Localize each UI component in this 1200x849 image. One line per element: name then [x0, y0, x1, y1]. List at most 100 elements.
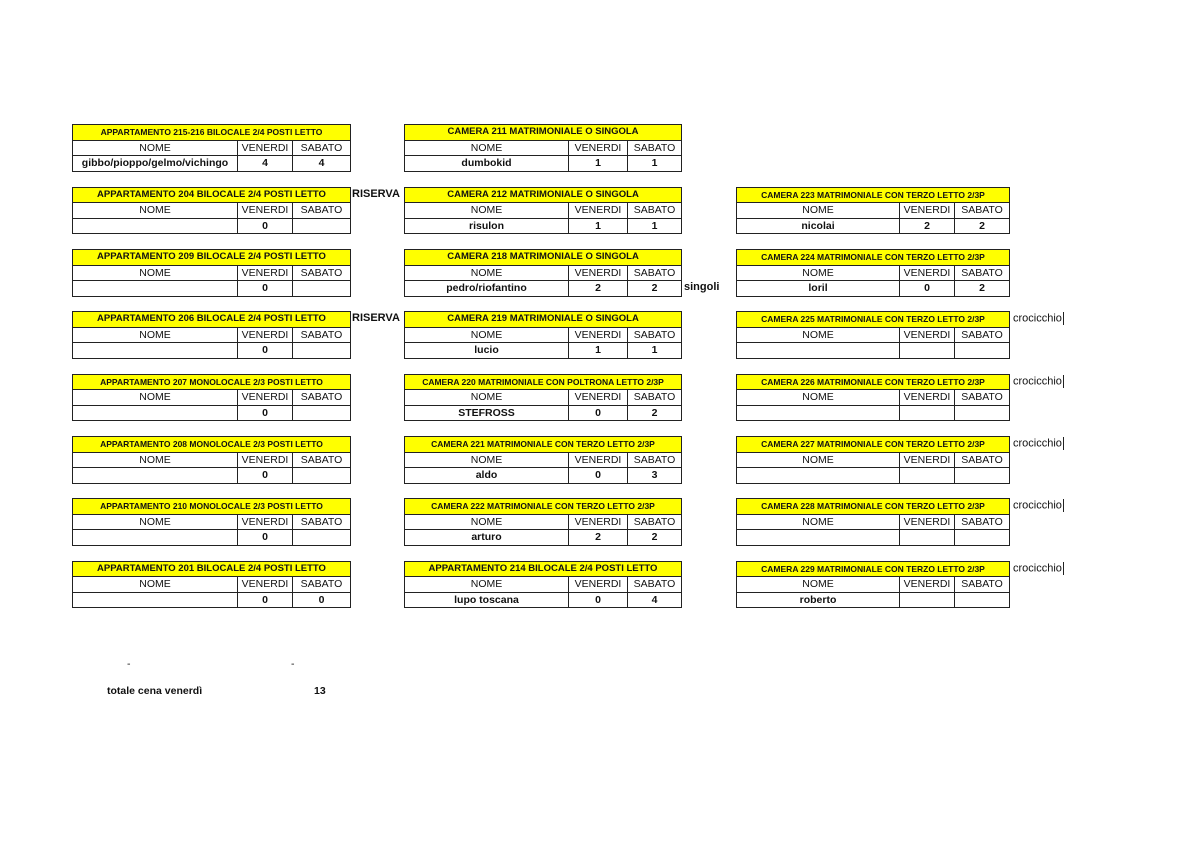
cell-sabato[interactable]: 1 — [626, 342, 683, 359]
room-table: CAMERA 222 MATRIMONIALE CON TERZO LETTO … — [403, 498, 683, 546]
column-header-row: NOME VENERDI SABATO — [404, 202, 683, 219]
cell-sabato[interactable]: 2 — [626, 529, 683, 546]
cell-venerdi[interactable]: 0 — [568, 591, 628, 608]
room-table: CAMERA 223 MATRIMONIALE CON TERZO LETTO … — [735, 186, 1011, 235]
cell-venerdi[interactable]: 1 — [568, 217, 628, 234]
cell-venerdi[interactable]: 1 — [568, 155, 628, 172]
cell-sabato[interactable] — [291, 529, 352, 546]
cell-sabato[interactable]: 4 — [292, 155, 351, 172]
room-note-text: crocicchio — [1013, 561, 1062, 574]
room-table: CAMERA 229 MATRIMONIALE CON TERZO LETTO … — [735, 560, 1011, 609]
cell-nome[interactable] — [736, 529, 900, 546]
cell-nome[interactable]: STEFROSS — [404, 404, 569, 421]
cell-sabato[interactable] — [291, 467, 352, 484]
cell-venerdi[interactable] — [899, 404, 955, 421]
header-sabato: SABATO — [626, 264, 683, 281]
cell-nome[interactable] — [736, 404, 900, 421]
cell-venerdi[interactable]: 0 — [237, 529, 293, 546]
cell-sabato[interactable]: 3 — [626, 467, 683, 484]
booking-row: gibbo/pioppo/gelmo/vichingo 4 4 — [72, 155, 351, 172]
room-note: crocicchio — [1013, 499, 1064, 512]
cell-nome[interactable] — [72, 467, 238, 484]
cell-nome[interactable]: aldo — [404, 467, 569, 484]
cell-border-mark — [1062, 437, 1064, 450]
cell-nome[interactable] — [72, 404, 238, 421]
cell-nome[interactable] — [72, 591, 238, 608]
cell-venerdi[interactable]: 2 — [899, 217, 955, 234]
room-title-row: APPARTAMENTO 209 BILOCALE 2/4 POSTI LETT… — [72, 249, 351, 266]
cell-venerdi[interactable]: 1 — [568, 342, 628, 359]
column-header-row: NOME VENERDI SABATO — [72, 576, 351, 593]
cell-nome[interactable] — [72, 217, 238, 234]
header-nome: NOME — [736, 389, 900, 406]
booking-row: nicolai 2 2 — [736, 217, 1011, 234]
cell-nome[interactable]: arturo — [404, 529, 569, 546]
cell-venerdi[interactable]: 0 — [237, 591, 293, 608]
cell-sabato[interactable] — [291, 404, 352, 421]
cell-sabato[interactable]: 4 — [627, 591, 682, 608]
cell-venerdi[interactable]: 0 — [568, 467, 628, 484]
room-title-row: CAMERA 226 MATRIMONIALE CON TERZO LETTO … — [735, 373, 1011, 390]
cell-sabato[interactable]: 1 — [626, 155, 683, 172]
booking-row: pedro/riofantino 2 2 — [404, 280, 683, 297]
header-venerdi: VENERDI — [568, 576, 628, 593]
cell-sabato[interactable] — [953, 404, 1011, 421]
header-venerdi: VENERDI — [568, 389, 628, 406]
cell-nome[interactable]: risulon — [404, 217, 569, 234]
cell-sabato[interactable]: 0 — [292, 591, 351, 608]
cell-nome[interactable] — [72, 529, 238, 546]
cell-nome[interactable]: lucio — [404, 342, 569, 359]
cell-nome[interactable]: pedro/riofantino — [404, 280, 569, 297]
room-title-row: CAMERA 227 MATRIMONIALE CON TERZO LETTO … — [735, 436, 1011, 453]
cell-venerdi[interactable] — [899, 529, 955, 546]
cell-sabato[interactable] — [953, 342, 1011, 359]
cell-sabato[interactable] — [292, 217, 351, 234]
cell-venerdi[interactable]: 2 — [568, 280, 628, 297]
cell-nome[interactable]: roberto — [736, 591, 900, 608]
cell-venerdi[interactable]: 0 — [899, 280, 955, 297]
header-nome: NOME — [72, 451, 238, 468]
room-title-row: CAMERA 229 MATRIMONIALE CON TERZO LETTO … — [735, 560, 1011, 577]
room-title: APPARTAMENTO 207 MONOLOCALE 2/3 POSTI LE… — [71, 373, 352, 390]
cell-sabato[interactable]: 1 — [626, 217, 683, 234]
cell-venerdi[interactable]: 0 — [237, 342, 293, 359]
cell-sabato[interactable] — [953, 591, 1011, 608]
cell-sabato[interactable] — [292, 280, 351, 297]
cell-nome[interactable] — [72, 280, 238, 297]
cell-venerdi[interactable]: 0 — [237, 280, 293, 297]
room-title-row: CAMERA 211 MATRIMONIALE O SINGOLA — [403, 124, 683, 141]
cell-venerdi[interactable] — [899, 467, 955, 484]
cell-nome[interactable] — [72, 342, 238, 359]
column-header-row: NOME VENERDI SABATO — [404, 451, 683, 468]
header-sabato: SABATO — [953, 513, 1011, 530]
cell-nome[interactable]: dumbokid — [404, 155, 569, 172]
room-title: CAMERA 220 MATRIMONIALE CON POLTRONA LET… — [403, 373, 683, 390]
cell-nome[interactable]: nicolai — [736, 217, 900, 234]
cell-nome[interactable] — [736, 342, 900, 359]
cell-nome[interactable]: loril — [736, 280, 900, 297]
cell-sabato[interactable]: 2 — [953, 217, 1011, 234]
cell-venerdi[interactable]: 2 — [568, 529, 628, 546]
cell-sabato[interactable] — [953, 529, 1011, 546]
room-title: CAMERA 218 MATRIMONIALE O SINGOLA — [403, 249, 683, 266]
header-sabato: SABATO — [292, 326, 351, 343]
cell-sabato[interactable] — [292, 342, 351, 359]
cell-sabato[interactable]: 2 — [953, 280, 1011, 297]
cell-border-mark — [1062, 561, 1064, 575]
cell-nome[interactable]: lupo toscana — [404, 591, 569, 608]
room-note: RISERVA — [352, 188, 400, 200]
cell-nome[interactable]: gibbo/pioppo/gelmo/vichingo — [72, 155, 238, 172]
room-title: APPARTAMENTO 214 BILOCALE 2/4 POSTI LETT… — [404, 560, 682, 577]
cell-sabato[interactable]: 2 — [626, 280, 683, 297]
cell-venerdi[interactable]: 0 — [237, 467, 293, 484]
cell-venerdi[interactable]: 0 — [568, 404, 628, 421]
cell-venerdi[interactable] — [899, 342, 955, 359]
room-table: APPARTAMENTO 204 BILOCALE 2/4 POSTI LETT… — [72, 186, 351, 235]
cell-nome[interactable] — [736, 467, 900, 484]
cell-venerdi[interactable]: 0 — [237, 404, 293, 421]
cell-venerdi[interactable] — [899, 591, 955, 608]
cell-venerdi[interactable]: 4 — [237, 155, 293, 172]
cell-sabato[interactable]: 2 — [626, 404, 683, 421]
cell-venerdi[interactable]: 0 — [237, 217, 293, 234]
cell-sabato[interactable] — [953, 467, 1011, 484]
